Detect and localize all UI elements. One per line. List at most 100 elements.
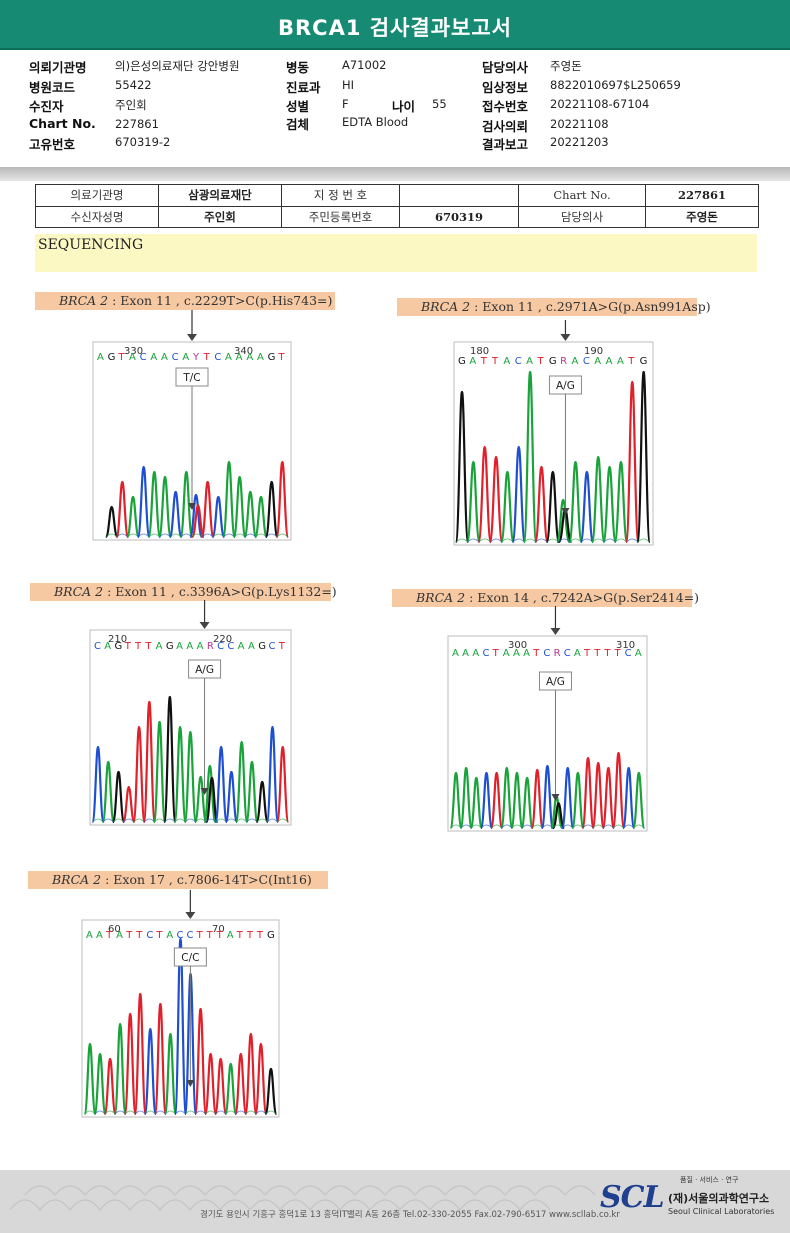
- trace-peak: [459, 766, 473, 830]
- value-specimen: EDTA Blood: [342, 115, 409, 129]
- base-letter: T: [492, 648, 500, 659]
- base-letter: G: [115, 641, 123, 652]
- trace-peak: [510, 771, 524, 830]
- base-letter: T: [117, 352, 125, 363]
- trace-background: [201, 533, 214, 538]
- variant-desc: : Exon 11 , c.2971A>G(p.Asn991Asp): [470, 299, 711, 314]
- base-letter: G: [258, 641, 266, 652]
- base-letter: T: [203, 352, 211, 363]
- position-label: 190: [584, 346, 603, 357]
- trace-background: [478, 538, 491, 543]
- trace-peak: [101, 760, 115, 824]
- base-letter: G: [458, 356, 466, 367]
- trace-background: [114, 1110, 126, 1115]
- base-letter: T: [256, 930, 264, 941]
- cell-label-designation: 지 정 번 호: [281, 184, 400, 207]
- variant-label-4: BRCA 2 : Exon 14 , c.7242A>G(p.Ser2414=): [392, 589, 699, 607]
- base-letter: T: [196, 930, 204, 941]
- chromatogram-svg: 60 70A A T A T T C T A C C T T T A T T T GC/C: [81, 890, 280, 1118]
- separator-band: [0, 167, 790, 181]
- trace-peak: [613, 460, 629, 544]
- cell-value-rrn: 670319: [399, 205, 519, 228]
- position-label: 210: [108, 634, 127, 645]
- genotype-call: A/G: [556, 380, 575, 392]
- scl-logo: SCL: [600, 1180, 665, 1215]
- base-letter: G: [108, 352, 116, 363]
- trace-background: [195, 1110, 206, 1115]
- base-letter: A: [246, 352, 253, 363]
- cell-value-institution: 삼광의료재단: [158, 184, 282, 207]
- base-letter: C: [140, 352, 147, 363]
- value-report-date: 20221203: [550, 135, 609, 149]
- base-letter: C: [172, 352, 179, 363]
- cloud-pattern: [9, 1185, 596, 1211]
- trace-background: [460, 824, 472, 829]
- gene-name: BRCA 2: [59, 293, 109, 308]
- label-unique-no: 고유번호: [29, 137, 76, 152]
- base-letter: T: [135, 930, 143, 941]
- trace-background: [511, 824, 523, 829]
- trace-peak: [624, 380, 640, 544]
- trace-peak: [111, 770, 126, 824]
- trace-peak: [265, 725, 280, 824]
- base-letter: A: [86, 930, 93, 941]
- call-line-head: [561, 508, 570, 515]
- label-request-date: 검사의뢰: [482, 119, 529, 134]
- value-chart-no: 227861: [115, 117, 159, 131]
- trace-background: [603, 538, 616, 543]
- footer-tagline: 품질 · 서비스 · 연구: [680, 1176, 739, 1184]
- chromatogram-1: 330 340 A G T A C A A C A Y T C A A A A G T T/C: [88, 310, 294, 545]
- trace-background: [265, 533, 278, 538]
- genotype-call: A/G: [546, 676, 565, 688]
- base-letter: A: [96, 930, 103, 941]
- trace-background: [233, 533, 246, 538]
- trace-peak: [551, 802, 566, 830]
- value-receipt-no: 20221108-67104: [550, 97, 650, 111]
- trace-frame: [447, 635, 648, 832]
- footer: 경기도 용인시 기흥구 흥덕1로 13 흥덕IT밸리 A동 26층 Tel.02…: [0, 1170, 790, 1233]
- pointer-arrow-head: [187, 334, 197, 341]
- label-patient: 수진자: [29, 99, 64, 114]
- label-report-date: 결과보고: [482, 137, 529, 152]
- trace-background: [143, 818, 155, 823]
- base-letter: T: [278, 641, 286, 652]
- variant-desc: : Exon 17 , c.7806-14T>C(Int16): [101, 872, 312, 887]
- trace-background: [235, 1110, 247, 1115]
- base-letter: G: [549, 356, 557, 367]
- base-letter: A: [503, 648, 510, 659]
- base-letter: T: [614, 648, 622, 659]
- base-letter: R: [207, 641, 214, 652]
- base-letter: A: [606, 356, 613, 367]
- trace-background: [154, 818, 166, 823]
- position-label: 300: [508, 640, 527, 651]
- base-letter: A: [617, 356, 624, 367]
- trace-background: [134, 1110, 146, 1115]
- footer-address: 경기도 용인시 기흥구 흥덕1로 13 흥덕IT밸리 A동 26층 Tel.02…: [200, 1210, 620, 1220]
- trace-peak: [540, 764, 555, 830]
- trace-frame: [453, 341, 654, 546]
- trace-peak: [611, 751, 626, 830]
- trace-peak: [534, 465, 549, 544]
- base-letter: C: [94, 641, 101, 652]
- base-letter: A: [452, 648, 459, 659]
- base-letter: A: [574, 648, 581, 659]
- trace-background: [133, 818, 145, 823]
- variant-desc: : Exon 11 , c.2229T>C(p.His743=): [108, 293, 333, 308]
- trace-peak: [189, 493, 203, 539]
- trace-peak: [193, 1007, 208, 1116]
- trace-peak: [632, 771, 646, 830]
- trace-background: [246, 818, 258, 823]
- gene-name: BRCA 2: [52, 872, 102, 887]
- trace-background: [165, 1110, 176, 1115]
- variant-desc: : Exon 11 , c.3396A>G(p.Lys1132=): [103, 584, 337, 599]
- base-letter: Y: [192, 352, 200, 363]
- trace-background: [105, 533, 118, 538]
- trace-peak: [200, 480, 215, 539]
- trace-peak: [214, 1057, 228, 1116]
- trace-background: [558, 538, 571, 543]
- base-letter: G: [166, 641, 174, 652]
- trace-background: [104, 1110, 116, 1115]
- trace-peak: [123, 1012, 137, 1116]
